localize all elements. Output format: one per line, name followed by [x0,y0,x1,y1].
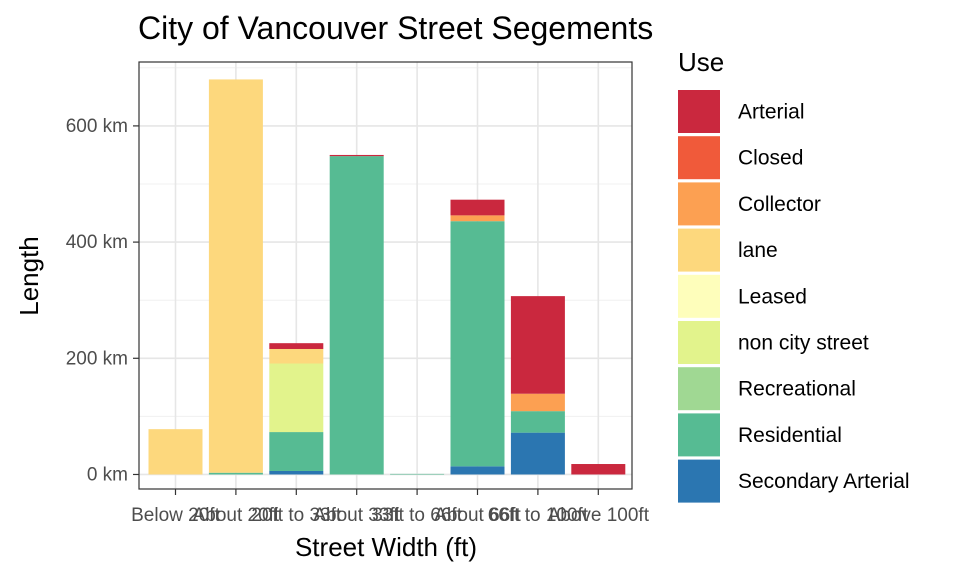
bar-segment-secondary-arterial [450,466,505,475]
y-axis-title: Length [14,236,44,316]
y-tick-label: 400 km [66,232,128,253]
legend-label-arterial: Arterial [738,101,805,124]
legend-key-closed [678,136,720,180]
bar-segment-collector [510,393,565,412]
x-tick-label: 66ft to 100ft [488,505,589,526]
bar-segment-arterial [510,296,565,394]
y-tick-label: 0 km [87,464,128,485]
legend-key-secondary-arterial [678,459,720,503]
legend-key-non-city-street [678,321,720,364]
bar-segment-residential [450,221,505,467]
bar-segment-lane [148,429,203,475]
bar-segment-residential [390,473,445,475]
bar-segment-residential [510,411,565,433]
bar-segment-non-city-street [269,363,324,433]
legend-key-lane [678,228,720,272]
legend-key-arterial [678,90,720,133]
legend-label-non-city-street: non city street [738,332,869,355]
x-tick-label: About 20ft [193,505,280,526]
legend-label-collector: Collector [738,193,821,216]
bar-segment-residential [329,156,384,475]
bar-segment-arterial [450,199,505,216]
plot-panel-border [138,61,633,490]
bar-segment-residential [269,432,324,471]
y-tick-label: 200 km [66,348,128,369]
legend-key-collector [678,182,720,226]
legend-label-residential: Residential [738,424,842,447]
x-tick-label: About 33ft [313,505,400,526]
legend-key-recreational [678,367,720,411]
bar-segment-arterial [269,343,324,349]
bar-segment-collector [450,215,505,222]
bar-segment-arterial [329,154,384,157]
x-tick-label: 33ft to 66ft [372,505,463,526]
y-tick-label: 600 km [66,116,128,137]
legend-key-leased [678,274,720,318]
legend-label-recreational: Recreational [738,378,856,401]
legend-title: Use [678,47,724,77]
bar-segment-lane [208,79,263,473]
x-tick-label: 20ft to 33ft [251,505,342,526]
x-tick-label: Below 20ft [131,505,220,526]
legend-items: Arterial Closed Collector lane Leased non cit… [678,90,910,503]
bar-segment-residential [208,472,263,475]
x-tick-label: About 66ft [434,505,521,526]
bar-segment-lane [269,348,324,364]
legend-label-closed: Closed [738,147,803,170]
bar-segment-secondary-arterial [510,432,565,475]
legend: Use Arterial Closed Collector lane Leased non… [678,47,910,503]
x-axis-title: Street Width (ft) [295,532,477,562]
legend-label-secondary-arterial: Secondary Arterial [738,470,910,493]
bar-segment-arterial [571,464,626,475]
x-tick-label: Above 100ft [548,505,650,526]
chart-title: City of Vancouver Street Segements [138,10,653,46]
bars [148,79,626,475]
legend-label-leased: Leased [738,285,807,308]
bar-segment-secondary-arterial [269,470,324,475]
legend-label-lane: lane [738,239,778,262]
legend-key-residential [678,413,720,457]
